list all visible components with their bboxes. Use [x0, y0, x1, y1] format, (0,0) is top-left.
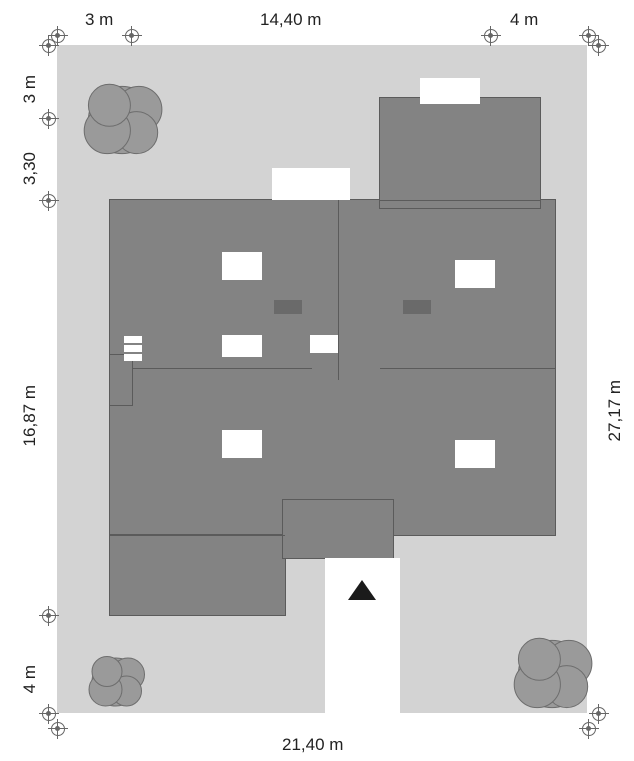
dim-node [582, 722, 596, 736]
dim-node [42, 194, 56, 208]
sky-5 [222, 430, 262, 458]
sky-1 [222, 252, 262, 280]
dim-top-1: 3 m [85, 10, 113, 30]
dim-left-1: 3 m [20, 75, 40, 103]
sky-3 [222, 335, 262, 357]
sky-4 [455, 440, 495, 468]
dim-left-2: 3,30 [20, 152, 40, 185]
sky-2 [455, 260, 495, 288]
step-3 [124, 354, 142, 361]
tree-sw [79, 645, 153, 719]
dim-node [42, 39, 56, 53]
valley-sw [110, 535, 285, 536]
dim-node [51, 722, 65, 736]
dim-node [125, 29, 139, 43]
dim-node [484, 29, 498, 43]
roof-sw-ext [110, 535, 285, 615]
ridge-v1 [338, 200, 339, 380]
valley-n [380, 200, 540, 201]
dim-top-2: 14,40 m [260, 10, 321, 30]
vent-1 [274, 300, 302, 314]
dim-node [42, 112, 56, 126]
vent-2 [403, 300, 431, 314]
balcony-ne [420, 78, 480, 104]
dim-node [42, 707, 56, 721]
entrance-marker-icon [348, 580, 376, 600]
ridge-h2 [380, 368, 555, 369]
roof-north-ext [380, 98, 540, 208]
dim-top-3: 4 m [510, 10, 538, 30]
ridge-h1 [132, 368, 312, 369]
step-1 [124, 336, 142, 343]
dim-node [42, 609, 56, 623]
tree-se [503, 625, 601, 723]
dim-right-1: 27,17 m [605, 380, 625, 441]
roof-s-ext [283, 500, 393, 558]
step-2 [124, 345, 142, 352]
tree-nw [73, 71, 171, 169]
dim-left-3: 16,87 m [20, 385, 40, 446]
sky-6 [310, 335, 338, 353]
roof-west-setback [110, 355, 132, 405]
dim-node [592, 39, 606, 53]
dim-bottom-1: 21,40 m [282, 735, 343, 755]
dim-left-4: 4 m [20, 665, 40, 693]
balcony-n [272, 168, 350, 200]
